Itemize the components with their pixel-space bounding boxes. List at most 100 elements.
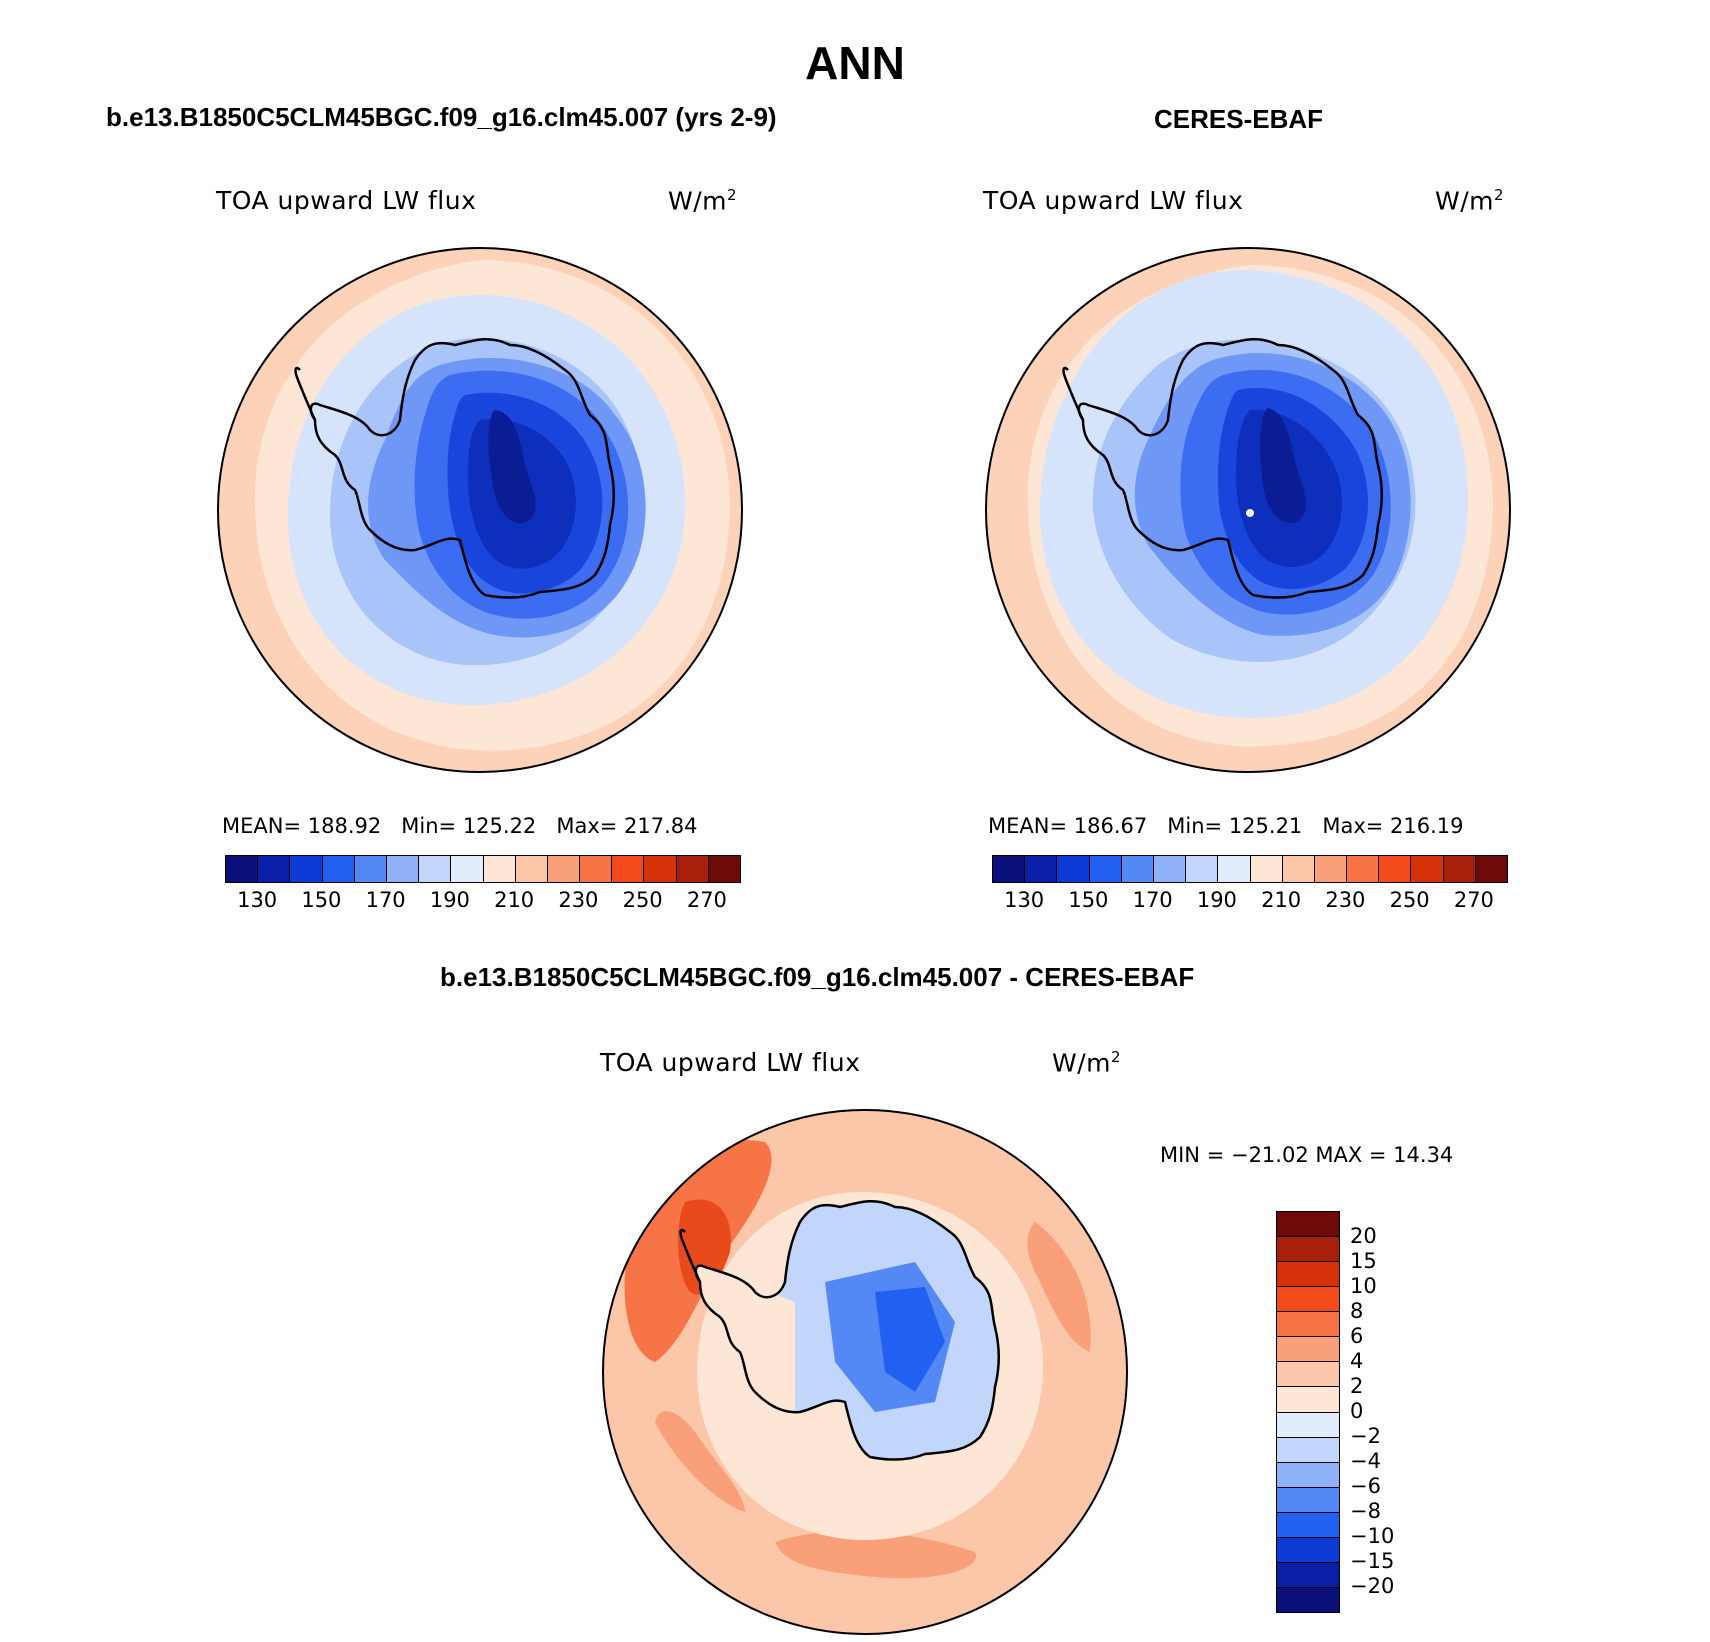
panel-2-case-title: CERES-EBAF (1154, 104, 1324, 134)
colorbar-tick-label: 270 (686, 888, 727, 912)
colorbar-swatch (1277, 1212, 1339, 1238)
colorbar-tick-label: 130 (237, 888, 278, 912)
colorbar-tick-label: 190 (1196, 888, 1237, 912)
colorbar-swatch (1277, 1262, 1339, 1288)
colorbar-swatch (258, 856, 291, 882)
panel-2-polar-map (985, 247, 1511, 773)
panel-1-colorbar-ticks: 130 150 170 190 210 230 250 270 (225, 888, 739, 918)
colorbar-swatch (290, 856, 323, 882)
colorbar-tick-label: 170 (365, 888, 406, 912)
colorbar-tick-label: 210 (494, 888, 535, 912)
colorbar-tick-label: 10 (1350, 1274, 1377, 1298)
colorbar-swatch (993, 856, 1026, 882)
page-title: ANN (805, 37, 905, 89)
colorbar-swatch (419, 856, 452, 882)
colorbar-tick-label: 250 (1389, 888, 1430, 912)
map-boundary (217, 247, 743, 773)
colorbar-swatch (1277, 1437, 1339, 1463)
colorbar-swatch (1277, 1337, 1339, 1363)
colorbar-swatch (1411, 856, 1444, 882)
warm-anomaly-east (1027, 1222, 1091, 1352)
colorbar-swatch (483, 856, 516, 882)
colorbar-tick-label: 20 (1350, 1224, 1377, 1248)
colorbar-swatch (1277, 1237, 1339, 1263)
peninsula (1062, 366, 1085, 421)
colorbar-swatch (1089, 856, 1122, 882)
colorbar-swatch (1277, 1462, 1339, 1488)
colorbar-tick-label: 2 (1350, 1374, 1364, 1398)
colorbar-swatch (708, 856, 740, 882)
colorbar-swatch (676, 856, 709, 882)
colorbar-swatch (1025, 856, 1058, 882)
coastline (694, 1200, 1000, 1461)
colorbar-swatch (1277, 1387, 1339, 1413)
panel-1-case-title: b.e13.B1850C5CLM45BGC.f09_g16.clm45.007 … (106, 102, 777, 132)
colorbar-swatch (354, 856, 387, 882)
colorbar-swatch (1282, 856, 1315, 882)
colorbar-swatch (644, 856, 677, 882)
panel-1-colorbar (225, 855, 741, 883)
ant-center (488, 410, 536, 524)
colorbar-tick-label: −4 (1350, 1449, 1381, 1473)
colorbar-swatch (322, 856, 355, 882)
diff-case-title: b.e13.B1850C5CLM45BGC.f09_g16.clm45.007 … (440, 962, 1195, 992)
warm-anomaly-south (775, 1531, 977, 1579)
panel-2-colorbar-ticks: 130 150 170 190 210 230 250 270 (992, 888, 1506, 918)
colorbar-swatch (226, 856, 259, 882)
colorbar-tick-label: 130 (1004, 888, 1045, 912)
diff-polar-map (602, 1109, 1128, 1635)
panel-1-polar-map (217, 247, 743, 773)
colorbar-swatch (1121, 856, 1154, 882)
colorbar-swatch (1153, 856, 1187, 882)
colorbar-tick-label: 8 (1350, 1299, 1364, 1323)
pole-point (1246, 509, 1254, 517)
colorbar-swatch (1250, 856, 1283, 882)
colorbar-swatch (1347, 856, 1380, 882)
colorbar-swatch (547, 856, 581, 882)
colorbar-swatch (1218, 856, 1251, 882)
colorbar-tick-label: −6 (1350, 1474, 1381, 1498)
colorbar-swatch (1277, 1487, 1339, 1513)
coastline (309, 338, 615, 599)
colorbar-tick-label: 270 (1453, 888, 1494, 912)
colorbar-swatch (386, 856, 420, 882)
colorbar-tick-label: 250 (622, 888, 663, 912)
colorbar-swatch (1277, 1287, 1339, 1313)
colorbar-swatch (1475, 856, 1507, 882)
colorbar-swatch (1057, 856, 1090, 882)
map-boundary (985, 247, 1511, 773)
colorbar-tick-label: 150 (1068, 888, 1109, 912)
colorbar-tick-label: 0 (1350, 1399, 1364, 1423)
diff-units-label: W/m2 (1052, 1048, 1122, 1078)
colorbar-tick-label: 190 (429, 888, 470, 912)
colorbar-swatch (1277, 1412, 1339, 1438)
colorbar-swatch (1443, 856, 1476, 882)
colorbar-swatch (1277, 1562, 1339, 1588)
diff-minmax: MIN = −21.02 MAX = 14.34 (1160, 1143, 1454, 1167)
peninsula (679, 1228, 702, 1283)
colorbar-swatch (1379, 856, 1412, 882)
ant-center (1259, 408, 1306, 524)
colorbar-swatch (612, 856, 645, 882)
colorbar-tick-label: −15 (1350, 1549, 1395, 1573)
colorbar-tick-label: 230 (558, 888, 599, 912)
diff-colorbar (1276, 1211, 1340, 1613)
colorbar-swatch (515, 856, 548, 882)
panel-2-stats: MEAN= 186.67 Min= 125.21 Max= 216.19 (988, 814, 1464, 838)
peninsula (294, 366, 317, 421)
colorbar-tick-label: −8 (1350, 1499, 1381, 1523)
coastline (1077, 338, 1383, 599)
colorbar-swatch (1186, 856, 1219, 882)
colorbar-tick-label: 15 (1350, 1249, 1377, 1273)
colorbar-tick-label: 210 (1261, 888, 1302, 912)
colorbar-tick-label: −10 (1350, 1524, 1395, 1548)
ant-deep-streaks (875, 1287, 945, 1392)
warm-anomaly-southwest (655, 1411, 745, 1512)
panel-2-variable-label: TOA upward LW flux (983, 186, 1244, 215)
colorbar-swatch (1277, 1312, 1339, 1338)
panel-2-units-label: W/m2 (1435, 186, 1505, 216)
panel-2-colorbar (992, 855, 1508, 883)
colorbar-swatch (1277, 1587, 1339, 1612)
colorbar-swatch (1277, 1537, 1339, 1563)
colorbar-tick-label: −20 (1350, 1574, 1395, 1598)
